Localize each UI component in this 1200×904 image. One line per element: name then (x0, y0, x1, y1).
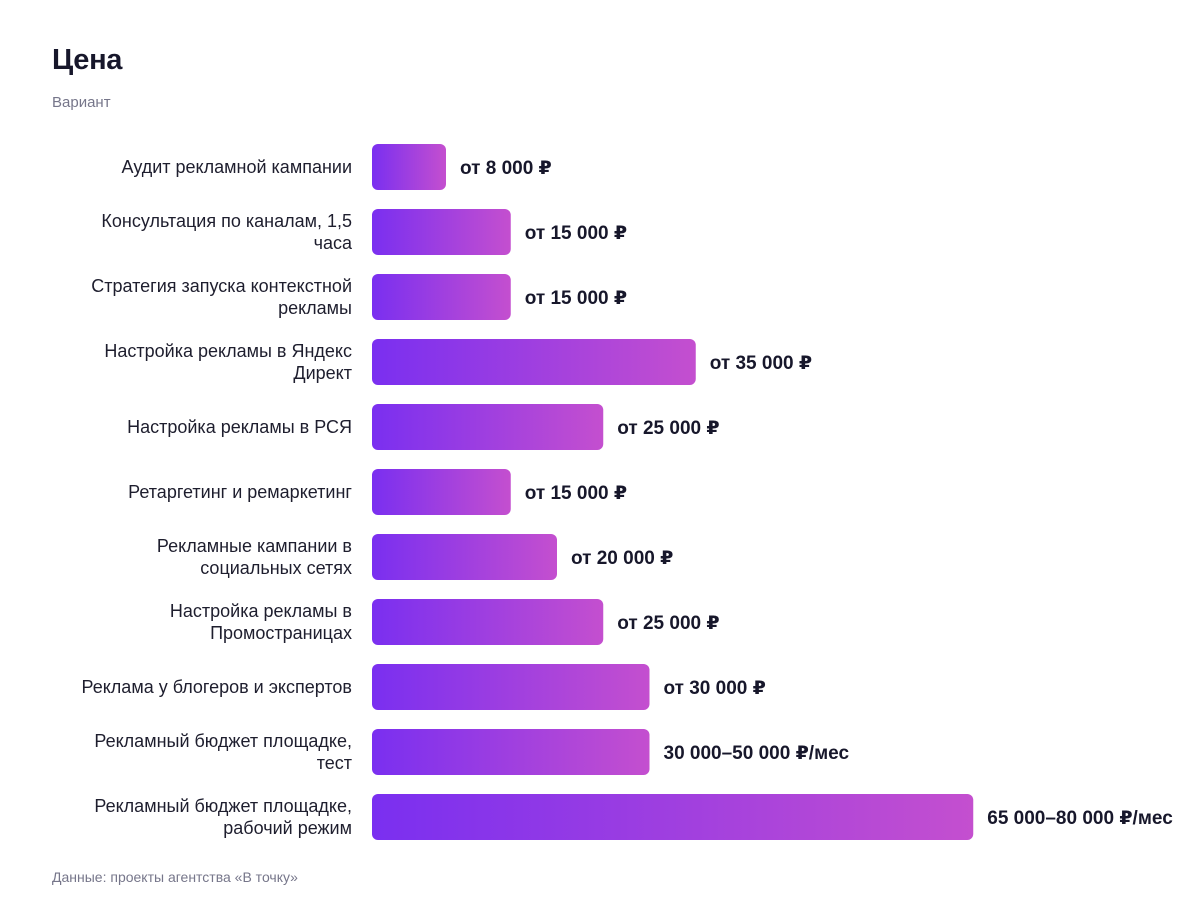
category-label: Реклама у блогеров и экспертов (82, 677, 353, 697)
category-label: Консультация по каналам, 1,5 часа (101, 211, 353, 253)
value-label: 65 000–80 000 ₽/мес (987, 808, 1173, 829)
bar (372, 534, 557, 580)
category-label: Рекламные кампании в социальных сетях (157, 536, 352, 578)
value-label: от 8 000 ₽ (460, 158, 552, 179)
bar (372, 599, 604, 645)
bar (372, 404, 604, 450)
category-label: Рекламный бюджет площадке, рабочий режим (94, 796, 352, 838)
chart-subtitle: Вариант (52, 94, 111, 111)
bar (372, 729, 650, 775)
value-label: от 30 000 ₽ (664, 678, 766, 699)
category-label: Стратегия запуска контекстной рекламы (91, 276, 352, 318)
bar (372, 339, 696, 385)
value-label: от 25 000 ₽ (617, 418, 719, 439)
category-label: Аудит рекламной кампании (122, 157, 352, 177)
category-label: Ретаргетинг и ремаркетинг (128, 482, 352, 502)
value-label: от 15 000 ₽ (525, 483, 627, 504)
category-label: Рекламный бюджет площадке, тест (94, 731, 352, 773)
value-label: от 35 000 ₽ (710, 353, 812, 374)
bar (372, 469, 511, 515)
value-label: от 15 000 ₽ (525, 223, 627, 244)
category-label: Настройка рекламы в РСЯ (127, 417, 352, 437)
value-label: от 25 000 ₽ (617, 613, 719, 634)
category-label: Настройка рекламы в Яндекс Директ (104, 341, 352, 383)
bar (372, 664, 650, 710)
bar (372, 209, 511, 255)
bar (372, 144, 446, 190)
category-label: Настройка рекламы в Промостраницах (170, 601, 352, 643)
bar (372, 794, 974, 840)
value-label: от 15 000 ₽ (525, 288, 627, 309)
chart-title: Цена (52, 44, 123, 76)
bar (372, 274, 511, 320)
value-label: 30 000–50 000 ₽/мес (664, 743, 850, 764)
source-note: Данные: проекты агентства «В точку» (52, 869, 298, 885)
value-label: от 20 000 ₽ (571, 548, 673, 569)
